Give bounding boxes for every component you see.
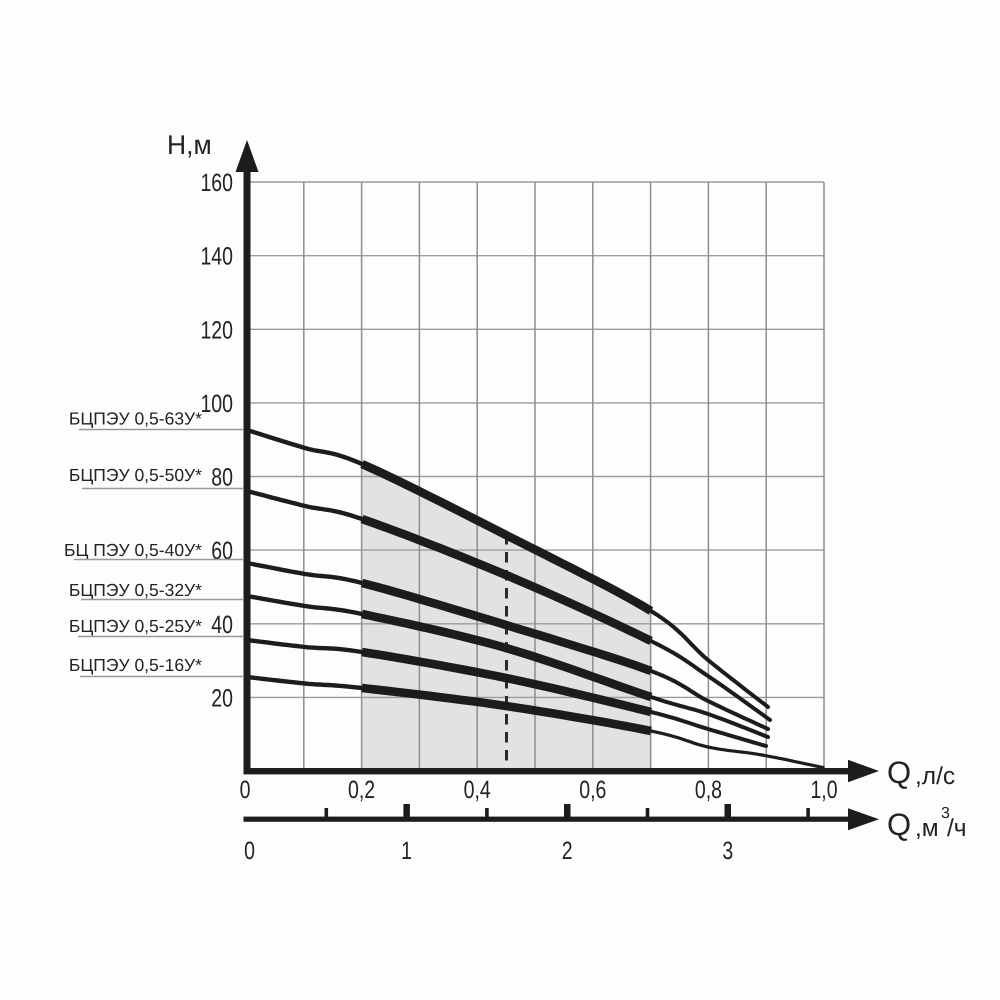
svg-text:20: 20: [211, 684, 233, 712]
svg-text:0,6: 0,6: [579, 776, 606, 804]
svg-text:Q: Q: [887, 807, 911, 842]
svg-text:,м: ,м: [915, 815, 939, 842]
svg-text:БЦ ПЭУ 0,5-40У*: БЦ ПЭУ 0,5-40У*: [64, 540, 202, 560]
svg-text:БЦПЭУ 0,5-32У*: БЦПЭУ 0,5-32У*: [69, 580, 202, 600]
svg-text:40: 40: [211, 611, 233, 639]
svg-text:/ч: /ч: [947, 815, 967, 842]
svg-text:0,2: 0,2: [348, 776, 375, 804]
svg-text:БЦПЭУ 0,5-25У*: БЦПЭУ 0,5-25У*: [69, 616, 202, 636]
svg-text:,л/с: ,л/с: [915, 763, 955, 790]
svg-text:140: 140: [200, 243, 233, 271]
svg-text:0: 0: [244, 837, 255, 865]
svg-text:1: 1: [401, 837, 412, 865]
svg-text:БЦПЭУ 0,5-50У*: БЦПЭУ 0,5-50У*: [69, 465, 202, 485]
svg-text:60: 60: [211, 537, 233, 565]
svg-text:БЦПЭУ 0,5-63У*: БЦПЭУ 0,5-63У*: [69, 409, 202, 429]
svg-text:160: 160: [200, 169, 233, 197]
svg-text:Q: Q: [887, 755, 911, 790]
svg-text:80: 80: [211, 464, 233, 492]
svg-text:100: 100: [200, 390, 233, 418]
svg-text:БЦПЭУ 0,5-16У*: БЦПЭУ 0,5-16У*: [69, 655, 202, 675]
svg-text:120: 120: [200, 316, 233, 344]
svg-text:0,4: 0,4: [464, 776, 491, 804]
svg-text:1,0: 1,0: [810, 776, 837, 804]
svg-text:0,8: 0,8: [695, 776, 722, 804]
svg-text:3: 3: [941, 805, 950, 822]
svg-text:0: 0: [240, 776, 251, 804]
svg-text:3: 3: [722, 837, 733, 865]
svg-text:2: 2: [562, 837, 573, 865]
svg-text:Н,м: Н,м: [167, 130, 212, 160]
